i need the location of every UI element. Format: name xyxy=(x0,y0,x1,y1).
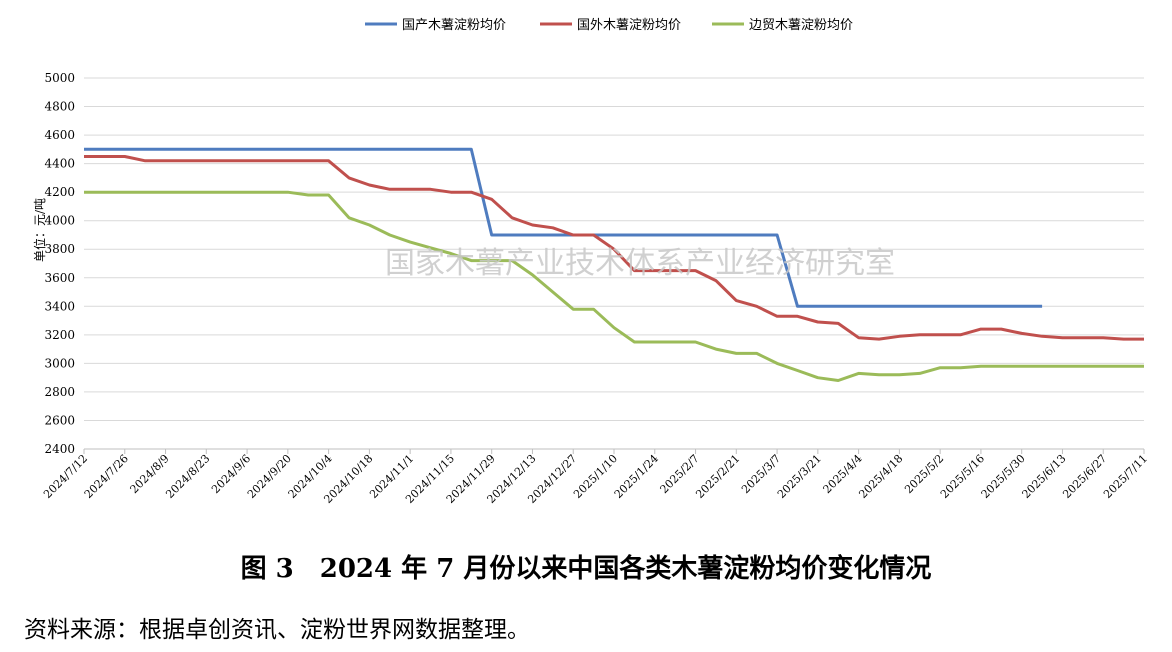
chart-grid xyxy=(84,77,1144,450)
y-axis-ticks: 2400 2600 2800 3000 3200 3400 3600 3800 4000 4200… xyxy=(44,71,75,456)
y-tick-label: 4400 xyxy=(44,157,75,171)
y-axis-label: 单位：元/吨 xyxy=(32,198,47,262)
y-tick-label: 2600 xyxy=(44,413,75,427)
y-tick-label: 4200 xyxy=(44,185,75,199)
legend-label: 国产木薯淀粉均价 xyxy=(402,18,506,33)
series-line-1 xyxy=(84,147,1043,308)
x-tick-label: 2025/1/24 xyxy=(612,452,661,501)
y-tick-label: 4000 xyxy=(44,214,75,228)
y-tick-label: 3800 xyxy=(44,242,75,256)
x-tick-label: 2025/4/18 xyxy=(856,452,905,501)
x-tick-label: 2024/7/26 xyxy=(82,452,131,501)
y-tick-label: 3000 xyxy=(44,356,75,370)
x-tick-label: 2024/8/23 xyxy=(163,452,212,501)
x-axis-ticks: 2024/7/122024/7/262024/8/92024/8/232024/… xyxy=(41,449,1150,506)
y-tick-label: 5000 xyxy=(44,71,75,85)
legend-label: 国外木薯淀粉均价 xyxy=(577,18,681,33)
series-line-2 xyxy=(84,155,1144,341)
legend-label: 边贸木薯淀粉均价 xyxy=(749,18,853,33)
data-source-note: 资料来源：根据卓创资讯、淀粉世界网数据整理。 xyxy=(24,617,530,643)
y-tick-label: 3200 xyxy=(44,328,75,342)
series-line-3 xyxy=(84,190,1144,382)
chart-series xyxy=(84,147,1144,382)
y-tick-label: 2400 xyxy=(44,442,75,456)
y-tick-label: 2800 xyxy=(44,385,75,399)
x-tick-label: 2025/2/21 xyxy=(693,452,742,501)
y-tick-label: 3400 xyxy=(44,299,75,313)
y-tick-label: 3600 xyxy=(44,271,75,285)
x-tick-label: 2025/7/11 xyxy=(1101,452,1150,501)
y-tick-label: 4800 xyxy=(44,100,75,114)
y-tick-label: 4600 xyxy=(44,128,75,142)
watermark-text: 国家木薯产业技术体系产业经济研究室 xyxy=(385,246,895,281)
line-chart: 国产木薯淀粉均价 国外木薯淀粉均价 边贸木薯淀粉均价 2400 2600 2800 300… xyxy=(32,18,1150,506)
chart-legend: 国产木薯淀粉均价 国外木薯淀粉均价 边贸木薯淀粉均价 xyxy=(365,18,853,33)
figure-caption: 图 3 2024 年 7 月份以来中国各类木薯淀粉均价变化情况 xyxy=(240,554,932,584)
x-tick-label: 2025/3/21 xyxy=(775,452,824,501)
